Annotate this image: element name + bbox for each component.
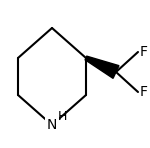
Text: F: F [140,85,148,99]
Text: N: N [47,118,57,132]
Text: H: H [57,111,67,123]
Text: F: F [140,45,148,59]
Polygon shape [85,56,119,78]
